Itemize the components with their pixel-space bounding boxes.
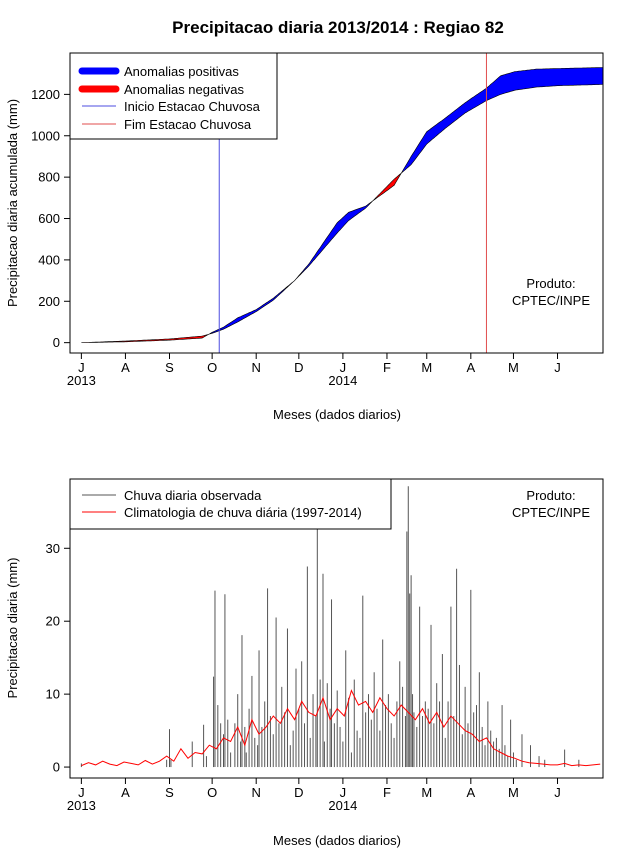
x-tick-label-1: A <box>121 360 130 375</box>
x-tick-label-9: A <box>466 360 475 375</box>
y-tick-label-0: 0 <box>53 760 60 775</box>
y-tick-label-2: 20 <box>46 614 60 629</box>
y-tick-label-6: 1200 <box>31 87 60 102</box>
y-tick-label-3: 30 <box>46 541 60 556</box>
x-tick-label-10: M <box>508 360 519 375</box>
product-source: CPTEC/INPE <box>512 505 590 520</box>
legend-box <box>69 478 392 530</box>
x-tick-label-4: N <box>251 785 260 800</box>
y-axis: 0 200 400 600 800 1000 1200 <box>31 87 70 350</box>
x-tick-label-6: J <box>340 785 347 800</box>
product-label: Produto: <box>526 276 575 291</box>
year-label-0: 2013 <box>67 373 96 388</box>
x-tick-label-8: M <box>421 360 432 375</box>
x-tick-label-5: D <box>294 360 303 375</box>
plot-frame <box>69 52 604 354</box>
legend-label-observed: Chuva diaria observada <box>124 488 262 503</box>
product-label: Produto: <box>526 488 575 503</box>
y-tick-label-3: 600 <box>38 211 60 226</box>
year-label-1: 2014 <box>328 373 357 388</box>
x-tick-label-5: D <box>294 785 303 800</box>
legend-label-positive: Anomalias positivas <box>124 64 239 79</box>
x-tick-label-8: M <box>421 785 432 800</box>
x-tick-label-3: O <box>207 360 217 375</box>
observed-bars <box>80 486 580 768</box>
negative-anomaly-area-3 <box>372 172 402 202</box>
y-axis-label: Precipitacao diaria acumulada (mm) <box>5 99 20 307</box>
positive-anomaly-area-4 <box>401 67 604 174</box>
x-tick-label-2: S <box>165 360 174 375</box>
x-tick-label-7: F <box>383 785 391 800</box>
year-label-0: 2013 <box>67 798 96 813</box>
x-tick-label-2: S <box>165 785 174 800</box>
y-axis-label: Precipitacao diaria (mm) <box>5 558 20 699</box>
positive-anomaly-area-2 <box>208 200 373 335</box>
y-tick-label-1: 200 <box>38 294 60 309</box>
y-tick-label-1: 10 <box>46 687 60 702</box>
x-tick-label-1: A <box>121 785 130 800</box>
legend: Chuva diaria observada Climatologia de c… <box>69 478 392 530</box>
x-tick-label-0: J <box>78 360 85 375</box>
y-axis: 0 10 20 30 <box>46 541 70 775</box>
legend-label-end: Fim Estacao Chuvosa <box>124 117 252 132</box>
year-label-1: 2014 <box>328 798 357 813</box>
y-tick-label-2: 400 <box>38 252 60 267</box>
legend-label-climatology: Climatologia de chuva diária (1997-2014) <box>124 505 362 520</box>
x-tick-label-4: N <box>251 360 260 375</box>
x-tick-label-11: J <box>554 360 561 375</box>
x-tick-label-0: J <box>78 785 85 800</box>
negative-anomaly-area-1 <box>81 333 209 343</box>
y-tick-label-5: 1000 <box>31 128 60 143</box>
climatology-line <box>81 689 601 767</box>
y-tick-label-4: 800 <box>38 170 60 185</box>
legend-label-start: Inicio Estacao Chuvosa <box>124 99 261 114</box>
product-source: CPTEC/INPE <box>512 293 590 308</box>
y-tick-label-0: 0 <box>53 335 60 350</box>
x-axis-label: Meses (dados diarios) <box>273 833 401 848</box>
x-tick-label-7: F <box>383 360 391 375</box>
x-tick-label-10: M <box>508 785 519 800</box>
x-tick-label-11: J <box>554 785 561 800</box>
chart-title: Precipitacao diaria 2013/2014 : Regiao 8… <box>172 18 504 37</box>
legend-box <box>69 52 278 140</box>
x-axis-label: Meses (dados diarios) <box>273 407 401 422</box>
x-tick-label-9: A <box>466 785 475 800</box>
legend: Anomalias positivas Anomalias negativas … <box>69 52 278 140</box>
accumulated-precip-chart: Precipitacao diaria 2013/2014 : Regiao 8… <box>5 18 604 422</box>
x-tick-label-3: O <box>207 785 217 800</box>
x-tick-label-6: J <box>340 360 347 375</box>
legend-label-negative: Anomalias negativas <box>124 82 244 97</box>
